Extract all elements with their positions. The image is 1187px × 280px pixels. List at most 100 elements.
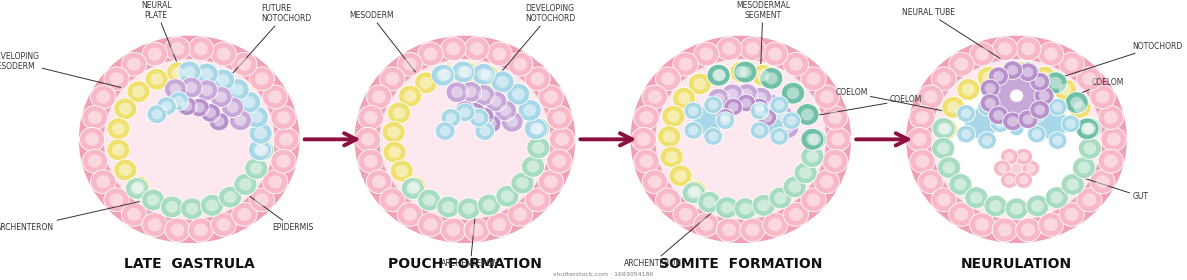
Ellipse shape bbox=[414, 72, 438, 94]
Ellipse shape bbox=[451, 61, 475, 83]
Ellipse shape bbox=[196, 80, 218, 101]
Ellipse shape bbox=[507, 52, 533, 76]
Ellipse shape bbox=[829, 155, 842, 168]
Ellipse shape bbox=[205, 108, 216, 118]
Ellipse shape bbox=[242, 96, 255, 108]
Ellipse shape bbox=[977, 66, 1001, 88]
Ellipse shape bbox=[994, 110, 1004, 120]
Ellipse shape bbox=[661, 193, 675, 206]
Ellipse shape bbox=[387, 126, 400, 138]
Ellipse shape bbox=[721, 116, 730, 125]
Ellipse shape bbox=[1005, 198, 1028, 220]
Ellipse shape bbox=[769, 187, 792, 209]
Ellipse shape bbox=[402, 208, 417, 221]
Ellipse shape bbox=[107, 118, 129, 140]
Ellipse shape bbox=[1083, 193, 1097, 206]
Ellipse shape bbox=[1077, 188, 1102, 212]
Ellipse shape bbox=[1081, 123, 1093, 135]
Ellipse shape bbox=[465, 102, 485, 121]
Ellipse shape bbox=[103, 67, 129, 91]
Ellipse shape bbox=[1034, 77, 1046, 87]
Ellipse shape bbox=[406, 183, 419, 194]
Ellipse shape bbox=[470, 107, 481, 117]
Ellipse shape bbox=[546, 106, 572, 129]
Ellipse shape bbox=[1104, 155, 1118, 168]
Ellipse shape bbox=[707, 132, 718, 141]
Ellipse shape bbox=[994, 75, 1040, 116]
Ellipse shape bbox=[1053, 102, 1062, 112]
Ellipse shape bbox=[419, 77, 432, 89]
Ellipse shape bbox=[250, 162, 262, 174]
Ellipse shape bbox=[418, 42, 443, 66]
Ellipse shape bbox=[487, 42, 512, 66]
Ellipse shape bbox=[707, 88, 730, 109]
Text: shutterstock.com · 1693054186: shutterstock.com · 1693054186 bbox=[553, 272, 653, 277]
Ellipse shape bbox=[165, 79, 186, 99]
Ellipse shape bbox=[942, 162, 956, 174]
Ellipse shape bbox=[358, 149, 383, 173]
Ellipse shape bbox=[386, 193, 399, 206]
Ellipse shape bbox=[152, 109, 163, 119]
Ellipse shape bbox=[437, 196, 459, 218]
Ellipse shape bbox=[1096, 90, 1110, 104]
Ellipse shape bbox=[992, 218, 1017, 242]
Ellipse shape bbox=[107, 139, 129, 161]
Ellipse shape bbox=[750, 102, 769, 120]
Ellipse shape bbox=[227, 102, 239, 113]
Ellipse shape bbox=[245, 158, 268, 179]
Ellipse shape bbox=[209, 112, 229, 131]
Ellipse shape bbox=[127, 58, 141, 71]
Ellipse shape bbox=[684, 122, 703, 139]
Ellipse shape bbox=[1098, 149, 1124, 173]
Ellipse shape bbox=[783, 202, 808, 226]
Ellipse shape bbox=[722, 223, 736, 237]
Ellipse shape bbox=[1004, 176, 1014, 185]
Ellipse shape bbox=[923, 175, 938, 188]
Ellipse shape bbox=[464, 37, 489, 61]
Ellipse shape bbox=[906, 36, 1126, 243]
Ellipse shape bbox=[755, 106, 764, 116]
Ellipse shape bbox=[931, 59, 1102, 220]
Ellipse shape bbox=[1053, 136, 1062, 145]
Ellipse shape bbox=[90, 85, 116, 109]
Ellipse shape bbox=[165, 218, 190, 242]
Ellipse shape bbox=[776, 118, 799, 138]
Ellipse shape bbox=[222, 97, 243, 118]
Ellipse shape bbox=[669, 165, 692, 187]
Ellipse shape bbox=[970, 192, 983, 204]
Ellipse shape bbox=[268, 175, 283, 188]
Ellipse shape bbox=[750, 122, 769, 139]
Ellipse shape bbox=[538, 85, 564, 109]
Ellipse shape bbox=[823, 106, 848, 129]
Ellipse shape bbox=[1059, 202, 1085, 226]
Ellipse shape bbox=[712, 93, 725, 104]
Ellipse shape bbox=[648, 90, 662, 104]
Ellipse shape bbox=[256, 144, 268, 156]
Text: ARCHENTERON: ARCHENTERON bbox=[0, 202, 140, 232]
Ellipse shape bbox=[380, 188, 405, 212]
Ellipse shape bbox=[1061, 174, 1085, 195]
Ellipse shape bbox=[957, 125, 976, 143]
Ellipse shape bbox=[151, 73, 163, 85]
Ellipse shape bbox=[231, 52, 258, 76]
Ellipse shape bbox=[195, 63, 218, 85]
Ellipse shape bbox=[716, 197, 738, 218]
Ellipse shape bbox=[478, 111, 489, 122]
Ellipse shape bbox=[951, 77, 1083, 202]
Ellipse shape bbox=[507, 83, 529, 105]
Text: POUCH FORMATION: POUCH FORMATION bbox=[388, 257, 542, 271]
Text: MESODERM: MESODERM bbox=[349, 11, 415, 72]
Ellipse shape bbox=[909, 149, 935, 173]
Ellipse shape bbox=[795, 104, 819, 125]
Ellipse shape bbox=[131, 183, 144, 194]
Text: COELOM: COELOM bbox=[836, 88, 956, 113]
Ellipse shape bbox=[737, 94, 756, 112]
Ellipse shape bbox=[165, 201, 178, 213]
Ellipse shape bbox=[932, 188, 957, 212]
Ellipse shape bbox=[713, 69, 726, 81]
Ellipse shape bbox=[932, 137, 954, 159]
Ellipse shape bbox=[806, 193, 820, 206]
Ellipse shape bbox=[531, 72, 545, 85]
Ellipse shape bbox=[970, 42, 995, 66]
Ellipse shape bbox=[525, 118, 547, 140]
